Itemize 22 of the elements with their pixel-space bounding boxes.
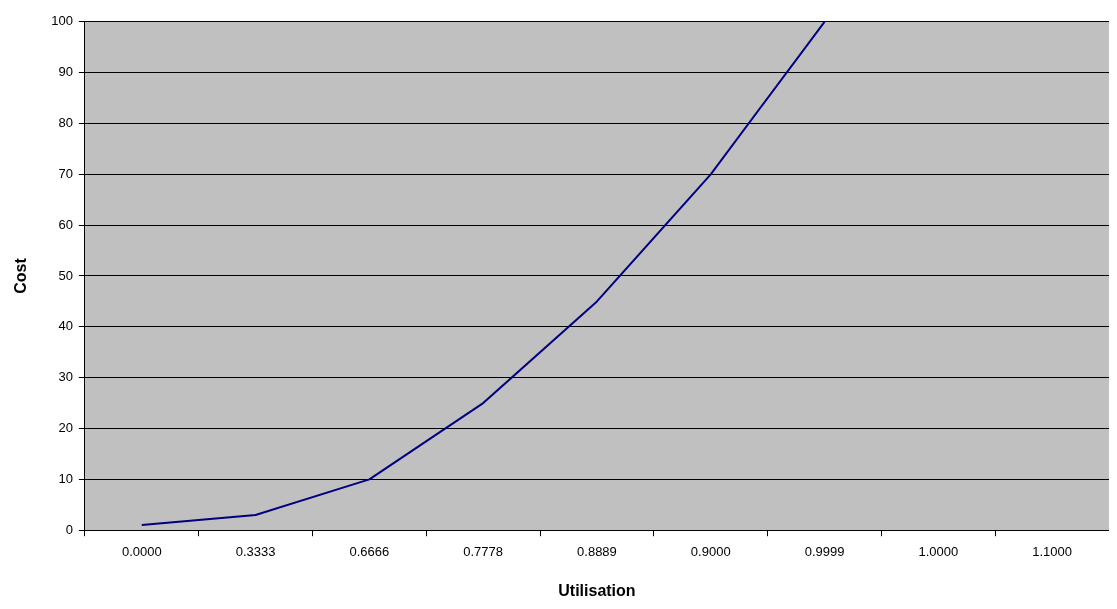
x-tick-label: 0.8889 — [577, 543, 617, 559]
x-tick-label: 0.9000 — [690, 543, 731, 559]
x-tick-label: 0.6666 — [349, 543, 390, 559]
x-tick-label: 0.7778 — [463, 543, 504, 559]
y-tick-label: 40 — [58, 318, 73, 334]
y-tick-label: 50 — [58, 267, 73, 283]
y-tick-label: 80 — [58, 115, 73, 131]
x-tick-label: 1.1000 — [1032, 543, 1072, 559]
x-tick-label: 1.0000 — [918, 543, 959, 559]
x-tick-label: 0.0000 — [121, 543, 162, 559]
y-tick-label: 60 — [58, 216, 73, 232]
y-tick-label: 20 — [58, 420, 73, 436]
y-tick-label: 0 — [65, 521, 73, 537]
y-tick-label: 70 — [58, 165, 73, 181]
y-tick-label: 100 — [51, 13, 73, 29]
y-tick-label: 10 — [58, 470, 73, 486]
y-axis-title: Cost — [12, 257, 30, 294]
x-tick-label: 0.3333 — [235, 543, 276, 559]
y-tick-label: 90 — [58, 64, 73, 80]
y-tick-label: 30 — [58, 369, 73, 385]
x-axis-title: Utilisation — [558, 581, 636, 599]
x-tick-label: 0.9999 — [804, 543, 845, 559]
